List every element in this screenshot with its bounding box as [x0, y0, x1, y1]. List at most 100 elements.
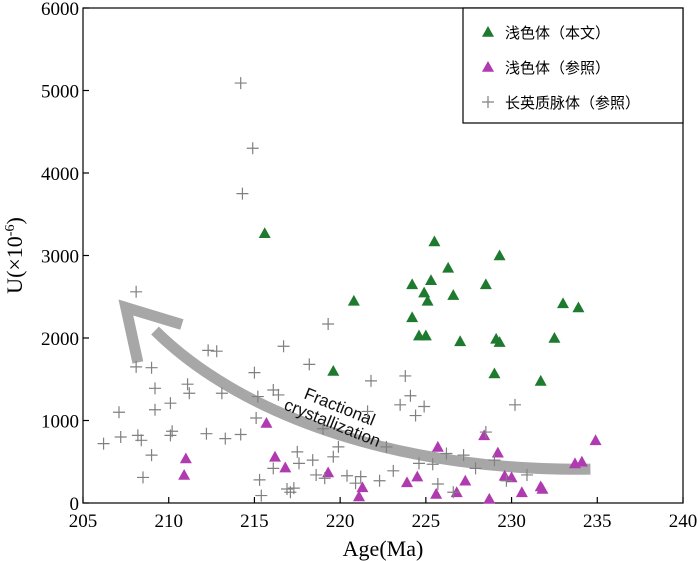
- data-point-triangle: [557, 297, 569, 309]
- data-point-plus: [181, 378, 194, 391]
- x-tick-label: 225: [412, 511, 441, 532]
- data-point-triangle: [419, 329, 432, 341]
- data-point-plus: [431, 478, 444, 491]
- x-axis-label: Age(Ma): [343, 536, 424, 561]
- data-point-plus: [479, 426, 492, 439]
- data-point-plus: [130, 285, 143, 298]
- data-point-triangle: [430, 487, 443, 499]
- data-point-triangle: [428, 235, 441, 247]
- data-point-plus: [394, 398, 407, 411]
- data-point-triangle: [347, 294, 360, 306]
- data-point-plus: [255, 489, 268, 502]
- data-point-plus: [145, 449, 158, 462]
- data-points: [97, 77, 602, 504]
- data-point-triangle: [401, 476, 413, 488]
- data-point-triangle: [327, 365, 340, 376]
- y-axis-label-end: ): [2, 217, 27, 224]
- data-point-plus: [318, 472, 331, 485]
- data-point-plus: [281, 482, 293, 495]
- data-point-plus: [248, 366, 261, 379]
- y-tick-label: 1000: [41, 412, 79, 433]
- legend-box: [462, 7, 684, 124]
- data-point-plus: [114, 431, 127, 443]
- data-point-triangle: [258, 227, 271, 239]
- y-tick-label: 2000: [41, 329, 79, 350]
- data-point-triangle: [260, 416, 273, 428]
- data-point-triangle: [322, 466, 335, 478]
- data-point-triangle: [447, 289, 460, 300]
- data-point-triangle: [575, 455, 588, 467]
- data-point-plus: [251, 390, 264, 403]
- x-tick-label: 210: [154, 511, 183, 532]
- data-point-plus: [447, 486, 460, 499]
- y-tick-label: 5000: [41, 82, 79, 103]
- data-point-plus: [272, 388, 285, 401]
- y-tick-label: 6000: [41, 0, 79, 20]
- data-point-triangle: [548, 332, 561, 343]
- data-point-plus: [387, 464, 400, 477]
- legend-marker-triangle: [482, 61, 494, 72]
- y-axis-label-exponent: -6: [3, 225, 18, 237]
- data-point-plus: [130, 360, 143, 373]
- data-point-plus: [250, 412, 263, 425]
- data-point-plus: [97, 437, 110, 450]
- data-point-triangle: [454, 335, 467, 347]
- data-point-plus: [149, 382, 161, 395]
- data-point-plus: [303, 358, 316, 371]
- data-point-triangle: [425, 274, 437, 286]
- data-point-plus: [327, 450, 340, 463]
- data-point-triangle: [589, 434, 602, 446]
- data-point-triangle: [493, 249, 506, 261]
- data-point-plus: [137, 471, 149, 484]
- data-point-plus: [113, 406, 125, 419]
- data-point-plus: [291, 445, 304, 458]
- data-point-triangle: [488, 367, 501, 379]
- axis-ticks: 205 210 215 220 225 230 235 240 0 1000 2000 3000 400…: [41, 0, 697, 532]
- data-point-triangle: [411, 470, 424, 482]
- x-tick-label: 205: [69, 511, 98, 532]
- data-point-triangle: [479, 278, 492, 290]
- x-tick-label: 235: [583, 511, 612, 532]
- data-point-plus: [253, 473, 266, 486]
- data-point-triangle: [442, 261, 455, 273]
- data-point-triangle: [269, 450, 281, 462]
- data-point-plus: [219, 432, 232, 445]
- data-point-triangle: [406, 278, 419, 290]
- data-point-plus: [131, 429, 144, 442]
- data-point-triangle: [431, 440, 444, 452]
- data-point-triangle: [353, 490, 365, 502]
- data-point-triangle: [483, 492, 496, 504]
- x-tick-label: 220: [326, 511, 355, 532]
- legend-label: 浅色体（参照）: [505, 59, 610, 77]
- legend-label: 长英质脉体（参照）: [505, 94, 640, 112]
- data-point-plus: [183, 387, 196, 400]
- data-point-triangle: [478, 429, 491, 441]
- data-point-plus: [149, 403, 161, 416]
- data-point-plus: [426, 458, 439, 471]
- data-point-plus: [404, 389, 417, 402]
- data-point-plus: [236, 187, 249, 200]
- data-point-plus: [509, 398, 521, 411]
- data-point-plus: [317, 422, 329, 435]
- data-point-plus: [310, 468, 323, 481]
- data-point-plus: [164, 397, 177, 410]
- data-point-plus: [234, 428, 247, 441]
- legend: 浅色体（本文） 浅色体（参照） 长英质脉体（参照）: [462, 7, 684, 124]
- y-axis-label-base: U(×10: [2, 236, 27, 294]
- data-point-triangle: [418, 286, 431, 298]
- data-point-triangle: [421, 294, 434, 306]
- data-point-plus: [135, 434, 148, 447]
- data-point-triangle: [534, 374, 547, 386]
- annotation-arrow-head: [118, 299, 184, 364]
- data-point-triangle: [572, 301, 585, 313]
- data-point-plus: [469, 462, 482, 475]
- data-point-triangle: [491, 446, 504, 458]
- data-point-plus: [500, 474, 513, 487]
- annotation-arrow-shaft: [151, 326, 591, 475]
- data-point-plus: [164, 429, 177, 442]
- data-point-triangle: [515, 486, 528, 498]
- x-tick-label: 240: [669, 511, 698, 532]
- data-point-triangle: [179, 452, 192, 464]
